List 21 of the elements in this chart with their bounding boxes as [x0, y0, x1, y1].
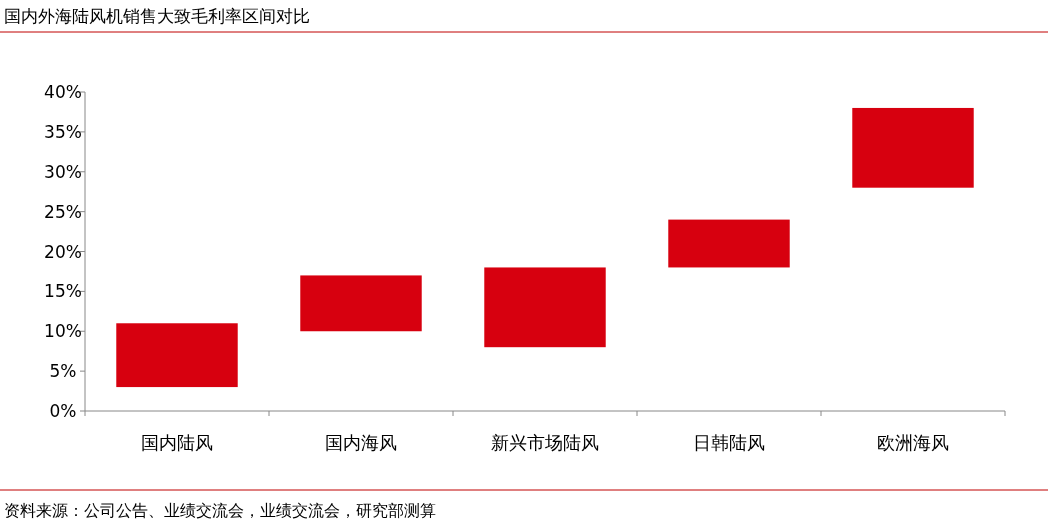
bar — [668, 219, 790, 268]
y-tick-label: 30% — [44, 161, 82, 182]
bar — [484, 267, 606, 348]
chart-title: 国内外海陆风机销售大致毛利率区间对比 — [4, 6, 310, 26]
y-tick-label: 20% — [44, 241, 82, 262]
y-tick-label: 0% — [49, 401, 77, 421]
x-tick-label: 国内海风 — [325, 432, 397, 453]
y-tick-label: 40% — [44, 82, 82, 102]
y-tick-label: 5% — [49, 361, 77, 382]
x-tick-label: 欧洲海风 — [877, 432, 949, 453]
bar — [852, 107, 974, 188]
y-tick-label: 15% — [44, 281, 82, 302]
x-tick-label: 新兴市场陆风 — [491, 432, 599, 453]
bar — [116, 323, 238, 388]
y-tick-label: 35% — [44, 121, 82, 142]
text: 资料来源：公司公告、业绩交流会，业绩交流会，研究部测算 — [4, 501, 436, 520]
x-tick-label: 日韩陆风 — [693, 432, 765, 453]
y-tick-label: 25% — [44, 201, 82, 222]
y-tick-label: 10% — [44, 321, 82, 342]
x-tick-label: 国内陆风 — [141, 432, 213, 453]
bar — [300, 275, 422, 332]
